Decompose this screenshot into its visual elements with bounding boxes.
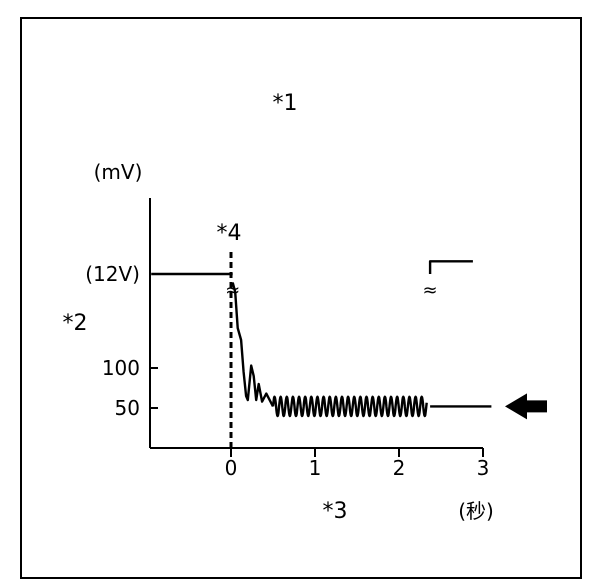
axis-break-mark: ≈: [423, 280, 438, 301]
indicator-arrow: [505, 393, 547, 420]
x-tick-label: 3: [477, 456, 490, 480]
x-tick-label: 0: [225, 456, 238, 480]
marker-label: *4: [217, 221, 242, 246]
x-tick-label: 2: [393, 456, 406, 480]
chart-title: *1: [273, 91, 298, 116]
series-line: [271, 395, 428, 418]
chart-frame: [20, 17, 582, 579]
x-tick-label: 1: [309, 456, 322, 480]
y-unit-label: (mV): [94, 160, 143, 184]
y-tick-label: 100: [102, 356, 140, 380]
series-line: [428, 260, 473, 274]
y-tick-label: 50: [115, 396, 140, 420]
y-axis-label: *2: [63, 311, 88, 336]
y-tick-label: (12V): [85, 262, 140, 286]
x-unit-label: (秒): [458, 499, 494, 523]
series-line: [231, 282, 275, 407]
x-axis-label: *3: [323, 499, 348, 524]
